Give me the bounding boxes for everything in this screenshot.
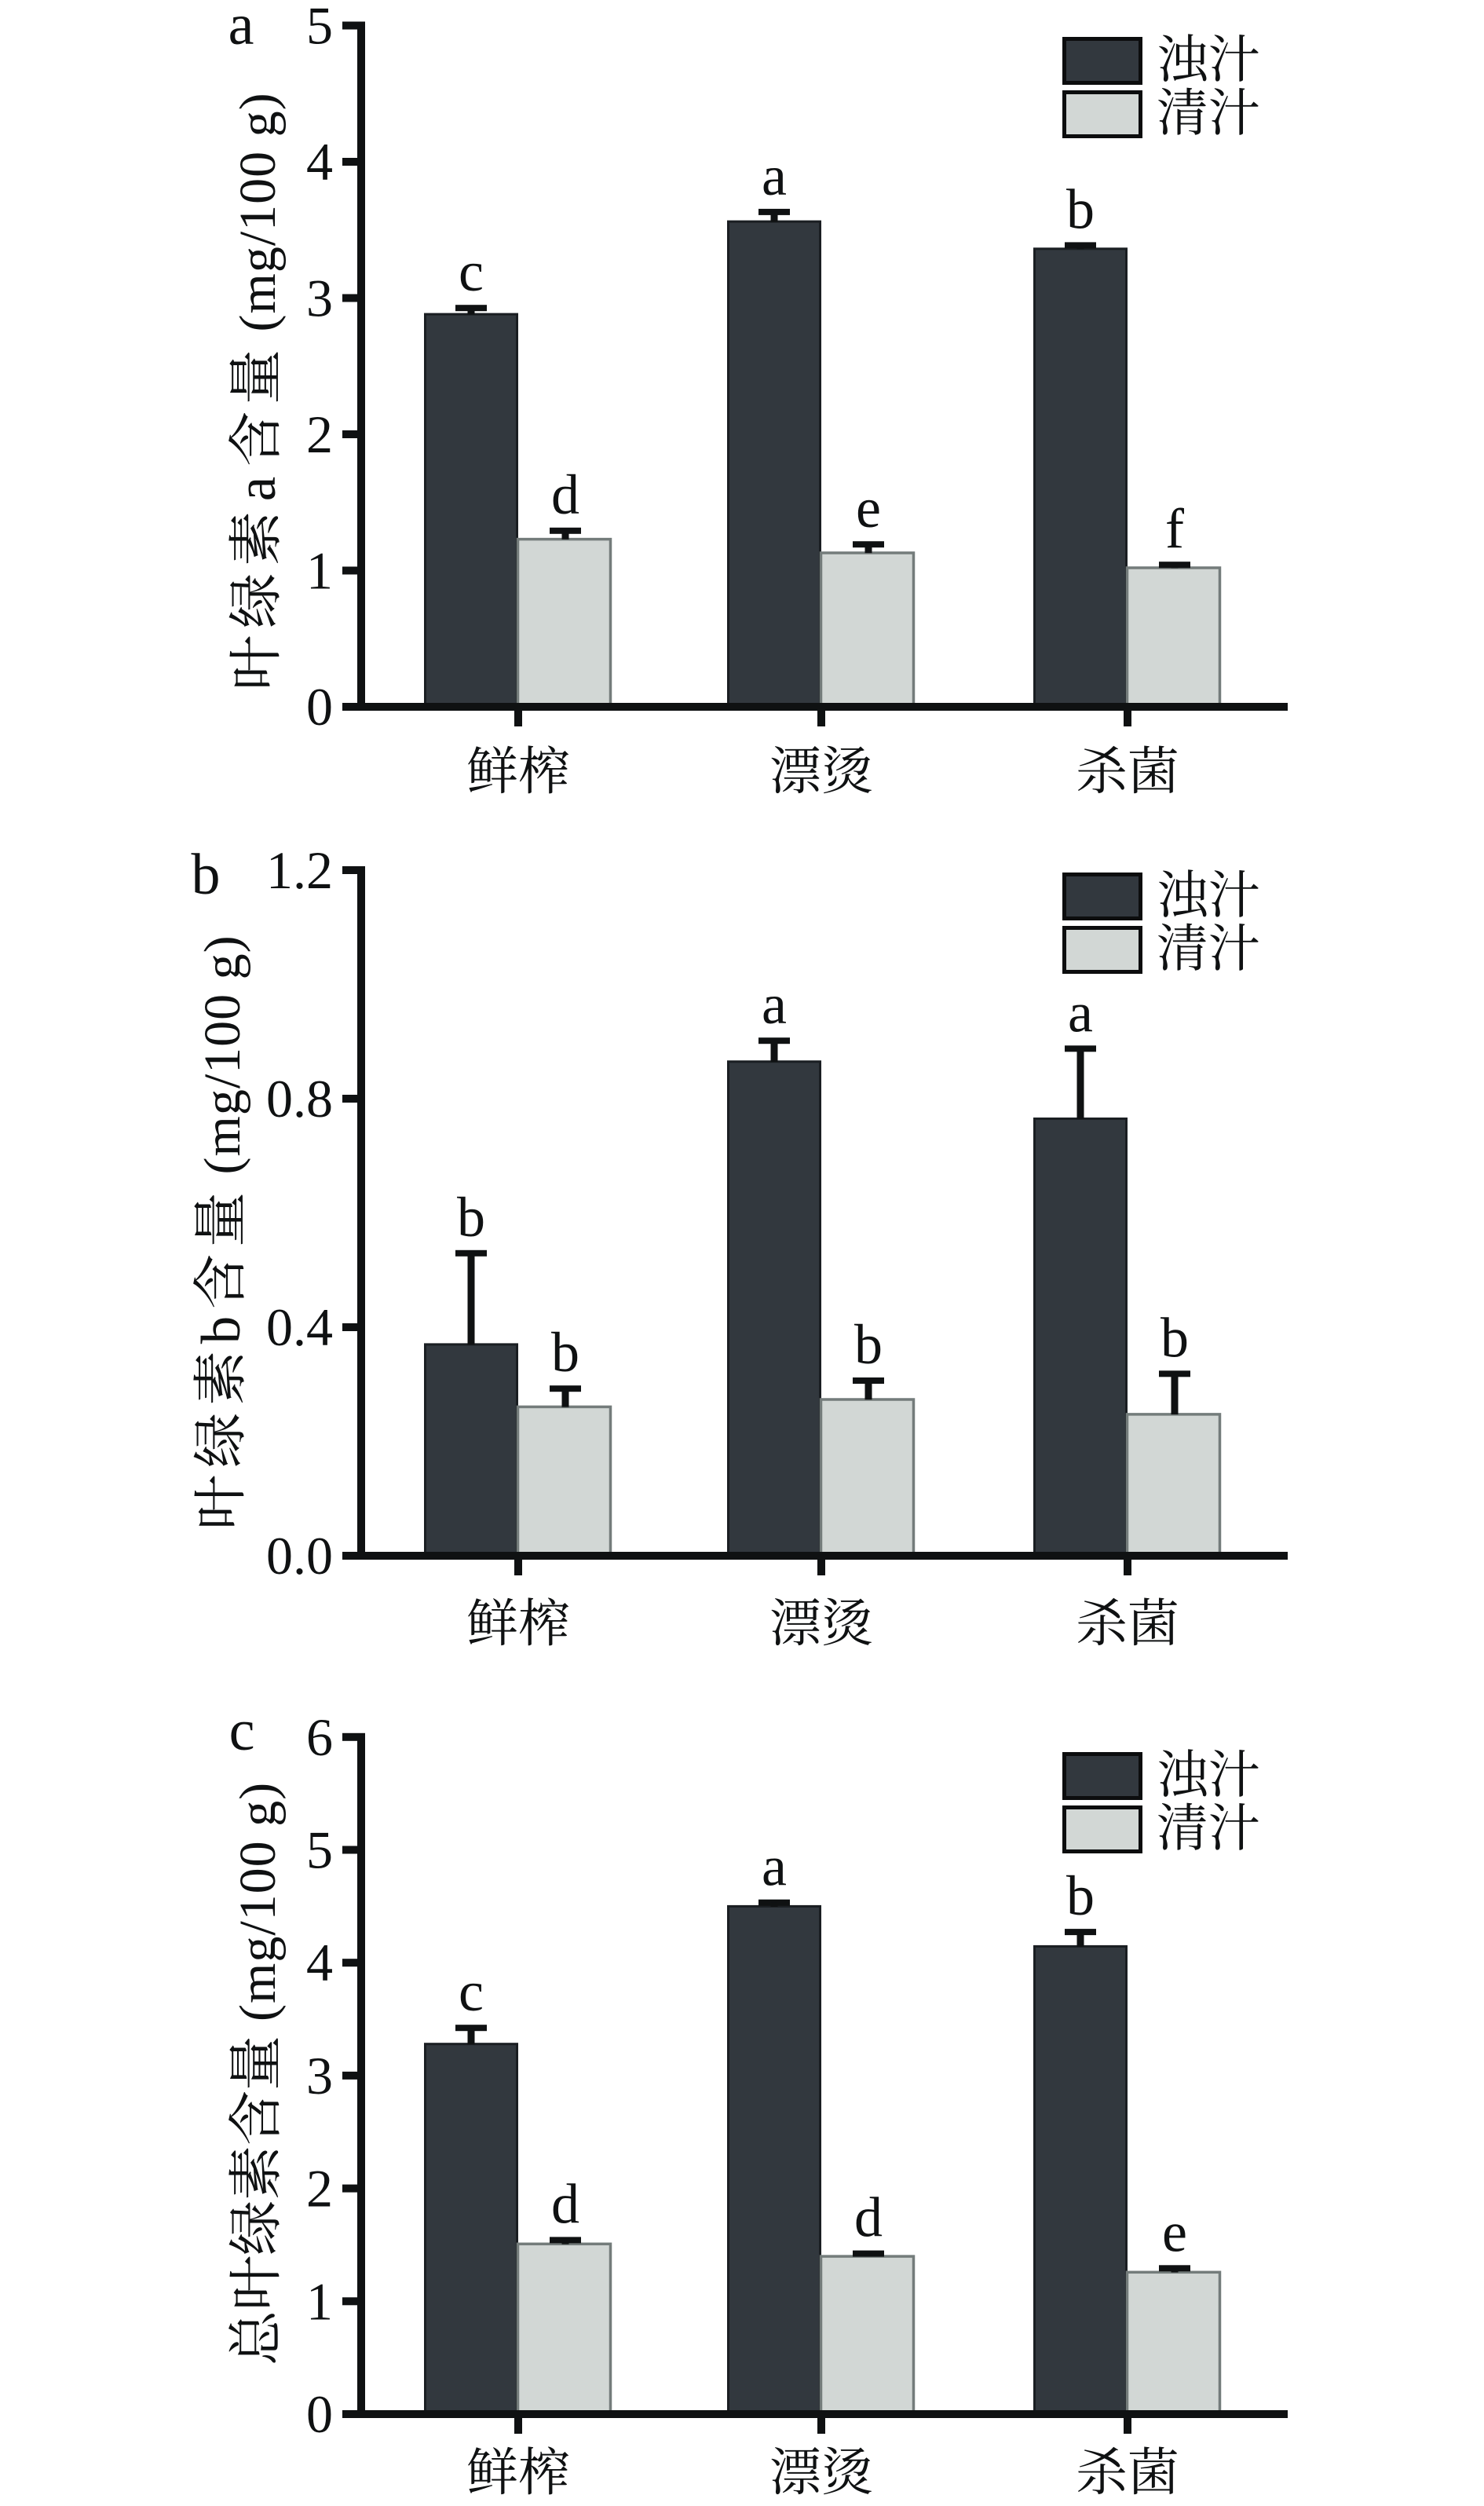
svg-text:0.8: 0.8 [266, 1069, 333, 1129]
svg-text:0: 0 [306, 677, 333, 737]
svg-text:5: 5 [306, 1820, 333, 1880]
svg-text:1.2: 1.2 [266, 840, 333, 900]
svg-text:0.4: 0.4 [266, 1297, 333, 1357]
svg-text:5: 5 [306, 0, 333, 56]
svg-text:a: a [1068, 981, 1093, 1044]
svg-text:f: f [1165, 497, 1184, 560]
svg-text:b: b [854, 1313, 883, 1376]
svg-text:b: b [1066, 177, 1095, 240]
svg-text:a: a [762, 145, 787, 207]
svg-text:2: 2 [306, 2159, 333, 2219]
svg-text:b: b [457, 1186, 485, 1249]
svg-text:d: d [551, 463, 579, 526]
svg-text:4: 4 [306, 132, 333, 192]
svg-text:c: c [459, 240, 484, 303]
svg-text:a: a [762, 1835, 787, 1898]
svg-text:e: e [1162, 2201, 1187, 2263]
svg-text:6: 6 [306, 1707, 333, 1767]
svg-text:c: c [229, 1699, 255, 1763]
svg-text:b: b [1161, 1306, 1189, 1369]
svg-text:c: c [459, 1960, 484, 2023]
svg-text:b: b [551, 1321, 579, 1384]
svg-text:(mg/100 g): (mg/100 g) [229, 92, 287, 331]
svg-text:a: a [226, 477, 287, 502]
svg-text:2: 2 [306, 404, 333, 464]
svg-text:d: d [551, 2172, 579, 2235]
svg-text:0: 0 [306, 2384, 333, 2444]
svg-text:3: 3 [306, 269, 333, 328]
svg-text:3: 3 [306, 2046, 333, 2105]
svg-text:d: d [854, 2186, 883, 2249]
svg-text:b: b [192, 843, 221, 907]
svg-text:(mg/100 g): (mg/100 g) [229, 1782, 287, 2021]
svg-text:1: 1 [306, 2271, 333, 2331]
svg-text:0.0: 0.0 [266, 1526, 333, 1586]
svg-text:b: b [191, 1316, 252, 1344]
svg-text:e: e [856, 477, 881, 540]
svg-text:(mg/100 g): (mg/100 g) [194, 935, 251, 1174]
svg-text:4: 4 [306, 1933, 333, 1992]
svg-text:a: a [762, 973, 787, 1036]
svg-text:1: 1 [306, 541, 333, 601]
svg-text:b: b [1066, 1864, 1095, 1927]
svg-text:a: a [228, 0, 254, 57]
